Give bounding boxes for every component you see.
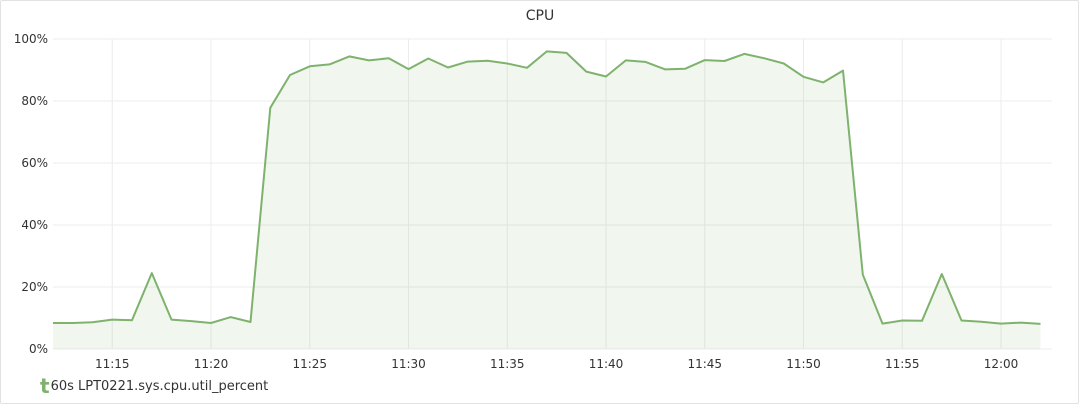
x-tick-label: 11:35	[490, 357, 525, 371]
x-tick-label: 11:50	[786, 357, 821, 371]
y-axis-ticks: 0% 20% 40% 60% 80% 100%	[14, 32, 48, 356]
x-tick-label: 11:55	[885, 357, 920, 371]
y-tick-label: 100%	[14, 32, 48, 46]
y-tick-label: 40%	[21, 218, 48, 232]
panel-title: CPU	[525, 8, 555, 24]
series-line	[53, 50, 1041, 325]
x-tick-label: 11:15	[95, 357, 130, 371]
x-axis-ticks: 11:15 11:20 11:25 11:30 11:35 11:40 11:45 11:50…	[95, 357, 1018, 371]
x-tick-label: 11:20	[194, 357, 229, 371]
series-line-path	[53, 50, 1041, 325]
y-tick-label: 80%	[21, 94, 48, 108]
legend[interactable]: t 60s LPT0221.sys.cpu.util_percent	[40, 374, 269, 398]
series-area	[53, 51, 1041, 350]
legend-series-marker: t	[40, 374, 50, 398]
x-tick-label: 11:30	[391, 357, 426, 371]
y-tick-label: 20%	[21, 280, 48, 294]
x-tick-label: 11:25	[292, 357, 327, 371]
x-tick-label: 12:00	[984, 357, 1019, 371]
y-tick-label: 60%	[21, 156, 48, 170]
x-tick-label: 11:40	[589, 357, 624, 371]
area-fill	[53, 51, 1041, 350]
legend-series-label: 60s LPT0221.sys.cpu.util_percent	[50, 378, 269, 394]
x-tick-label: 11:45	[687, 357, 722, 371]
y-tick-label: 0%	[29, 342, 48, 356]
grid-lines	[53, 38, 1052, 350]
